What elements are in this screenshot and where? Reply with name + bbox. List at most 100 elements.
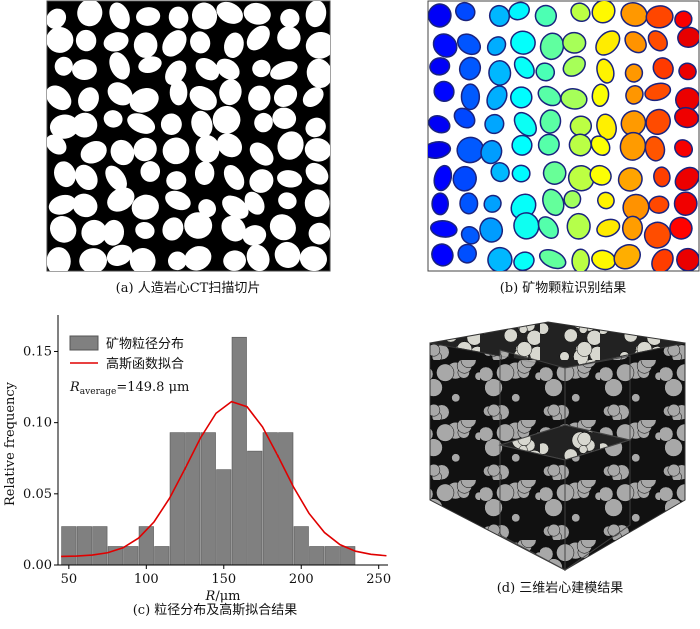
annotation-text: =149.8 μm	[116, 380, 189, 395]
grain	[488, 60, 512, 86]
grain	[47, 247, 71, 271]
grain	[106, 244, 133, 266]
grain	[674, 166, 699, 192]
grain	[433, 80, 455, 103]
grain	[483, 194, 502, 213]
ct-slice	[46, 0, 331, 272]
grain	[563, 189, 582, 209]
grain	[79, 248, 107, 271]
grain	[195, 57, 220, 81]
grain	[269, 214, 296, 241]
y-tick-label: 0.10	[23, 416, 52, 431]
grain	[219, 79, 242, 106]
grain	[484, 113, 505, 135]
grain	[140, 161, 161, 182]
grain	[648, 195, 670, 214]
grain	[622, 193, 650, 221]
grain	[433, 164, 453, 192]
caption: (d) 三维岩心建模结果	[497, 581, 624, 596]
annotation-subscript: average	[80, 387, 117, 397]
grain	[77, 1, 103, 27]
annotation-symbol: R	[69, 380, 80, 395]
grain	[80, 141, 107, 164]
grain	[169, 79, 188, 106]
grain	[254, 112, 273, 133]
grain	[480, 139, 503, 165]
grain	[133, 137, 157, 162]
bar	[92, 526, 108, 566]
grain	[674, 10, 693, 29]
grain	[568, 133, 592, 157]
x-tick-label: 200	[289, 572, 314, 587]
grain	[677, 26, 699, 49]
grain	[49, 216, 77, 243]
grain	[133, 32, 158, 58]
grain	[591, 83, 610, 108]
histogram-chart: 0.00 0.05 0.10 0.15 50 100 150 200 250 Relative f…	[3, 315, 391, 604]
caption: (b) 矿物颗粒识别结果	[500, 281, 627, 296]
grain	[308, 222, 330, 245]
x-tick-label: 100	[134, 572, 159, 587]
grain	[304, 138, 330, 162]
grain	[567, 165, 595, 192]
grain	[456, 33, 482, 56]
bar	[123, 546, 139, 566]
grain	[431, 243, 454, 267]
grain	[72, 193, 98, 218]
grain	[591, 1, 616, 24]
grain	[486, 36, 507, 56]
grain	[242, 225, 267, 246]
grain	[222, 195, 249, 219]
grain	[223, 164, 245, 190]
grain	[244, 191, 265, 215]
x-tick-label: 150	[211, 572, 236, 587]
grain	[194, 161, 215, 186]
grain	[273, 84, 298, 107]
grain	[513, 56, 535, 79]
grain	[78, 87, 99, 112]
grain	[644, 135, 666, 162]
grain	[47, 26, 74, 53]
caption: (a) 人造岩心CT扫描切片	[116, 281, 261, 296]
bar	[76, 526, 92, 566]
grain	[131, 194, 159, 220]
grain	[103, 110, 123, 128]
grain	[562, 31, 587, 54]
bar	[200, 432, 216, 566]
grain	[54, 56, 73, 76]
grain	[160, 113, 182, 135]
grain	[513, 111, 537, 137]
bar	[154, 546, 170, 566]
grain	[537, 85, 562, 107]
grain	[452, 165, 477, 192]
grain	[617, 167, 643, 192]
grain	[105, 165, 127, 192]
grain	[621, 215, 643, 241]
grain	[669, 216, 693, 240]
grain	[277, 170, 303, 188]
legend-swatch	[69, 335, 99, 351]
grain	[624, 63, 644, 83]
bar	[216, 469, 232, 566]
grain	[305, 162, 329, 185]
grain	[129, 88, 159, 113]
grain	[47, 134, 67, 155]
grain	[75, 29, 97, 52]
grain	[676, 247, 699, 271]
grain	[278, 192, 297, 210]
grain	[560, 88, 588, 110]
grain	[652, 57, 674, 80]
grain	[47, 8, 67, 29]
grain	[644, 82, 672, 102]
grain	[510, 86, 533, 109]
grain	[184, 212, 213, 239]
grain	[53, 161, 76, 188]
grain	[243, 2, 271, 25]
grain	[674, 106, 699, 129]
grain	[651, 248, 674, 271]
grain	[645, 108, 671, 136]
grain	[457, 243, 477, 264]
grain	[246, 244, 270, 271]
bar	[293, 526, 309, 566]
legend-label: 高斯函数拟合	[106, 356, 184, 372]
